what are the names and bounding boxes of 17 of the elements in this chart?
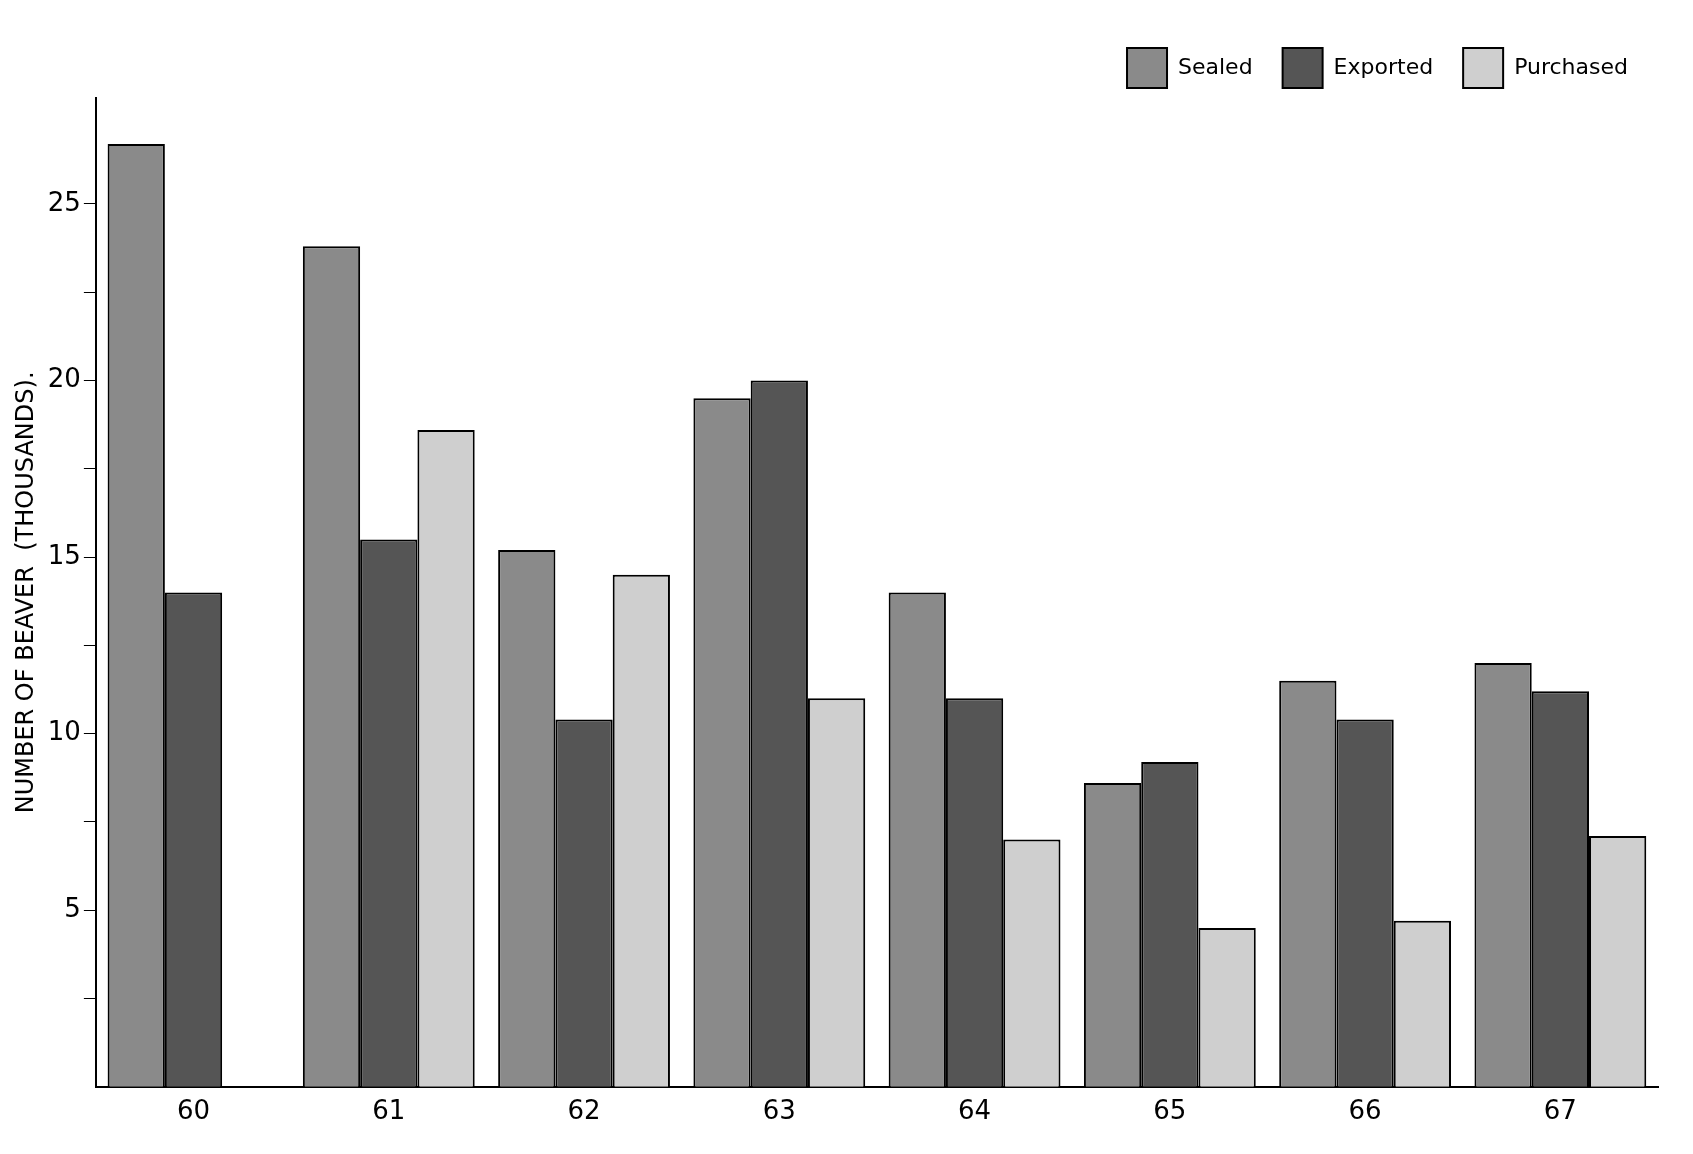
- x-tick-label: 66: [1348, 1095, 1382, 1126]
- y-axis-title: NUMBER OF BEAVER (THOUSANDS).: [10, 371, 39, 814]
- x-tick-label: 64: [958, 1095, 992, 1126]
- y-tick-label: 20: [47, 363, 81, 394]
- legend-label: Exported: [1333, 53, 1434, 79]
- x-tick-label: 61: [372, 1095, 406, 1126]
- y-tick-label: 25: [47, 186, 81, 217]
- x-tick-label: 62: [567, 1095, 601, 1126]
- legend-label: Sealed: [1178, 53, 1253, 79]
- x-tick-label: 65: [1153, 1095, 1187, 1126]
- x-tick-label: 60: [176, 1095, 211, 1126]
- x-tick-label: 67: [1543, 1095, 1577, 1126]
- y-tick-label: 10: [47, 716, 81, 747]
- y-tick-label: 15: [47, 539, 81, 570]
- x-tick-label: 63: [762, 1095, 796, 1126]
- y-tick-label: 5: [64, 892, 81, 923]
- legend-label: Purchased: [1514, 53, 1629, 79]
